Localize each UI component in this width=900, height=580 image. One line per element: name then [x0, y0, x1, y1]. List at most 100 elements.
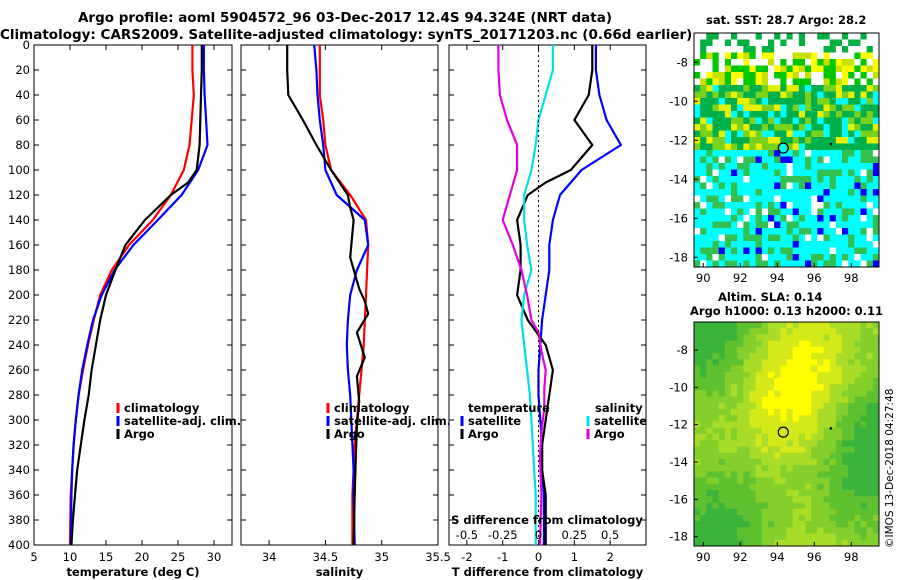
sla-cell [712, 527, 720, 535]
sst-cell [761, 98, 769, 105]
sst-cell [724, 143, 732, 151]
sla-cell [860, 434, 868, 441]
sst-cell [700, 156, 707, 164]
sla-cell [731, 390, 738, 398]
sla-cell [706, 527, 713, 535]
sla-cell [761, 409, 769, 416]
sla-cell [842, 539, 849, 547]
sla-cell [860, 514, 868, 522]
sla-xtick-label: 90 [696, 550, 711, 564]
sla-cell [842, 452, 849, 460]
sla-cell [848, 527, 855, 535]
sst-cell [743, 247, 750, 255]
sst-cell [768, 156, 775, 164]
sst-cell [774, 104, 781, 112]
sla-cell [737, 446, 744, 454]
sst-cell [872, 195, 880, 203]
sst-cell [749, 195, 757, 203]
sst-cell [761, 182, 769, 190]
sst-cell [866, 182, 874, 190]
sla-cell [774, 409, 781, 416]
sst-cell [842, 221, 849, 229]
sst-ytick-label: -14 [669, 172, 688, 186]
sla-cell [755, 496, 763, 503]
sst-cell [737, 254, 744, 261]
sst-cell [731, 189, 738, 196]
sst-cell [866, 98, 874, 105]
sst-cell [755, 104, 763, 112]
sla-cell [786, 471, 794, 479]
sst-cell [860, 189, 868, 196]
sla-cell [798, 502, 806, 510]
sst-cell [854, 104, 861, 112]
sst-cell [768, 163, 775, 170]
difference-xtick-label: -1 [497, 550, 508, 564]
sst-cell [829, 78, 837, 86]
sst-cell [792, 150, 800, 157]
sla-cell [700, 527, 707, 535]
sla-cell [829, 415, 837, 423]
sla-cell [854, 508, 861, 516]
sst-cell [780, 33, 787, 40]
sla-cell [823, 390, 831, 398]
sla-cell [706, 483, 713, 491]
sst-cell [823, 202, 831, 209]
sla-cell [780, 421, 787, 429]
sst-cell [724, 130, 732, 138]
sst-cell [724, 228, 732, 235]
sla-cell [829, 365, 837, 373]
sst-cell [811, 221, 818, 229]
sst-cell [798, 169, 806, 177]
sst-cell [755, 72, 763, 79]
sla-cell [829, 340, 837, 348]
sla-cell [829, 346, 837, 354]
sla-cell [724, 353, 732, 360]
sla-cell [724, 334, 732, 342]
sst-cell [829, 52, 837, 60]
sla-cell [835, 365, 843, 373]
sla-cell [823, 496, 831, 503]
temperature-legend-item: climatology [124, 401, 200, 415]
sst-cell [749, 130, 757, 138]
sla-cell [706, 471, 713, 479]
sst-cell [823, 254, 831, 261]
sla-cell [718, 533, 726, 541]
sla-cell [854, 465, 861, 472]
sst-cell [786, 39, 794, 47]
sla-cell [749, 322, 757, 329]
sla-cell [718, 434, 726, 441]
sla-cell [694, 440, 701, 447]
sla-cell [854, 396, 861, 404]
sst-cell [712, 234, 720, 242]
sla-cell [860, 346, 868, 354]
sla-cell [755, 415, 763, 423]
sst-cell [792, 104, 800, 112]
sla-cell [724, 322, 732, 329]
sla-cell [737, 465, 744, 472]
sst-cell [860, 117, 868, 125]
sla-cell [743, 490, 750, 497]
sst-cell [768, 241, 775, 248]
sla-cell [774, 346, 781, 354]
sla-cell [805, 402, 812, 410]
sla-cell [842, 527, 849, 535]
sst-cell [780, 189, 787, 196]
sla-cell [731, 346, 738, 354]
sst-cell [700, 137, 707, 144]
sst-cell [786, 254, 794, 261]
sla-cell [761, 365, 769, 373]
sla-cell [700, 378, 707, 385]
sla-cell [786, 415, 794, 423]
sla-cell [774, 334, 781, 342]
sla-cell [731, 527, 738, 535]
sla-cell [755, 458, 763, 466]
sst-cell [761, 156, 769, 164]
sla-cell [854, 384, 861, 391]
sst-cell [706, 169, 713, 177]
sst-cell [786, 143, 794, 151]
sst-cell [823, 182, 831, 190]
sla-cell [737, 365, 744, 373]
sla-cell [798, 527, 806, 535]
sst-cell [848, 85, 855, 92]
sst-cell [786, 215, 794, 222]
